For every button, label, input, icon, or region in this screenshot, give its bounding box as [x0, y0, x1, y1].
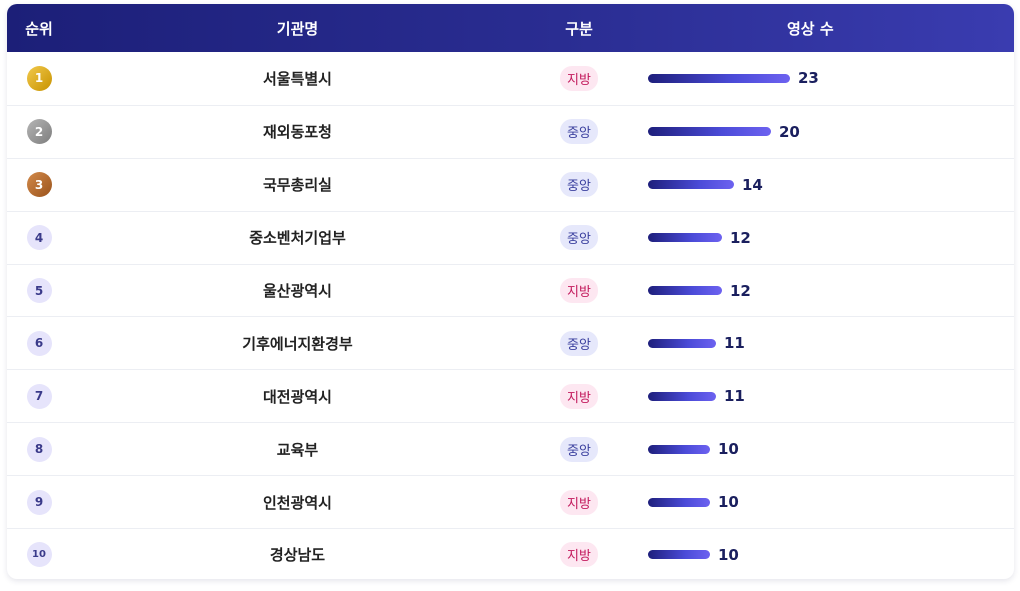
- header-type: 구분: [565, 19, 593, 38]
- table-row: 5 울산광역시 지방 12: [7, 263, 1014, 317]
- rank-badge: 1: [26, 65, 52, 91]
- count-bar: [648, 338, 716, 348]
- category-tag: 중앙: [560, 225, 598, 251]
- rank-badge: 4: [26, 225, 52, 251]
- rank-badge: 10: [26, 542, 52, 568]
- table-row: 6 기후에너지환경부 중앙 11: [7, 316, 1014, 369]
- video-count: 20: [779, 122, 800, 141]
- category-tag: 중앙: [560, 119, 598, 145]
- count-bar: [648, 233, 722, 243]
- table-row: 8 교육부 중앙 10: [7, 422, 1014, 475]
- count-bar: [648, 391, 716, 401]
- table-row: 1 서울특별시 지방 23: [7, 52, 1014, 105]
- agency-name: 재외동포청: [262, 123, 332, 142]
- table-row: 10 경상남도 지방 10: [7, 528, 1014, 579]
- video-count: 11: [724, 334, 745, 353]
- rank-badge: 8: [26, 436, 52, 462]
- table-body: 1 서울특별시 지방 23 2 재외동포청 중앙 20 3 국무총리실 중앙 1…: [7, 52, 1014, 579]
- agency-name: 서울특별시: [262, 69, 332, 88]
- agency-name: 인천광역시: [262, 493, 332, 512]
- table-header: 순위 기관명 구분 영상 수: [7, 4, 1014, 52]
- video-count: 10: [718, 493, 739, 512]
- header-rank: 순위: [25, 19, 53, 38]
- agency-name: 기후에너지환경부: [242, 334, 353, 353]
- video-count: 11: [724, 387, 745, 406]
- rank-badge: 5: [26, 278, 52, 303]
- category-tag: 중앙: [560, 172, 598, 198]
- video-count: 12: [730, 281, 751, 300]
- header-name: 기관명: [276, 19, 319, 38]
- count-bar: [648, 286, 722, 295]
- agency-name: 대전광역시: [262, 387, 332, 406]
- category-tag: 중앙: [560, 436, 598, 462]
- count-bar: [648, 550, 710, 560]
- category-tag: 지방: [560, 278, 598, 303]
- header-count: 영상 수: [787, 19, 834, 38]
- agency-name: 중소벤처기업부: [249, 229, 346, 248]
- video-count: 23: [798, 69, 819, 88]
- agency-name: 교육부: [276, 440, 319, 459]
- rank-badge: 7: [26, 383, 52, 409]
- rank-badge: 2: [26, 119, 52, 145]
- count-bar: [648, 127, 771, 137]
- count-bar: [648, 180, 734, 190]
- category-tag: 지방: [560, 542, 598, 568]
- video-count: 10: [718, 545, 739, 564]
- agency-name: 울산광역시: [262, 282, 332, 300]
- category-tag: 지방: [560, 383, 598, 409]
- ranking-table: 순위 기관명 구분 영상 수 1 서울특별시 지방 23 2 재외동포청 중앙 …: [7, 4, 1014, 579]
- table-row: 4 중소벤처기업부 중앙 12: [7, 210, 1014, 264]
- count-bar: [648, 73, 790, 83]
- rank-badge: 9: [26, 489, 52, 515]
- video-count: 12: [730, 228, 751, 247]
- count-bar: [648, 497, 710, 507]
- table-row: 3 국무총리실 중앙 14: [7, 157, 1014, 211]
- table-row: 2 재외동포청 중앙 20: [7, 104, 1014, 158]
- rank-badge: 6: [26, 330, 52, 356]
- category-tag: 지방: [560, 489, 598, 515]
- table-row: 9 인천광역시 지방 10: [7, 475, 1014, 528]
- count-bar: [648, 444, 710, 454]
- category-tag: 중앙: [560, 330, 598, 356]
- agency-name: 경상남도: [269, 546, 326, 565]
- table-row: 7 대전광역시 지방 11: [7, 369, 1014, 422]
- rank-badge: 3: [26, 172, 52, 198]
- agency-name: 국무총리실: [262, 176, 332, 195]
- category-tag: 지방: [560, 65, 598, 91]
- video-count: 14: [742, 175, 763, 194]
- video-count: 10: [718, 440, 739, 459]
